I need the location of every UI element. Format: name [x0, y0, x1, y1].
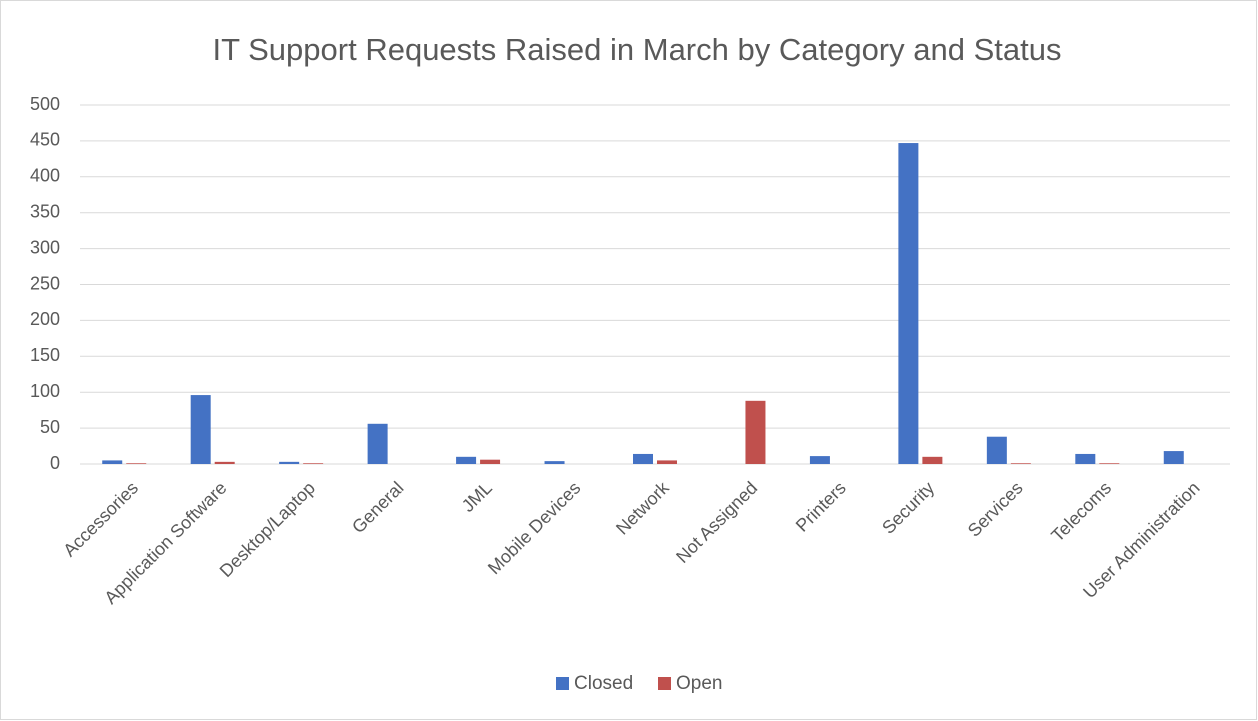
bar [1163, 451, 1184, 464]
bar [633, 453, 653, 464]
chart-title: IT Support Requests Raised in March by C… [213, 32, 1062, 67]
legend-label: Closed [574, 673, 633, 694]
bar [898, 143, 919, 464]
y-tick-label: 50 [40, 417, 60, 437]
legend-label: Open [676, 673, 722, 694]
bar [456, 456, 477, 464]
bar [809, 456, 830, 464]
y-tick-label: 400 [30, 166, 60, 186]
bar [279, 461, 300, 464]
bar [480, 459, 501, 464]
bar [1010, 463, 1031, 464]
bar [190, 395, 211, 464]
y-tick-label: 250 [30, 273, 60, 293]
y-tick-label: 500 [30, 94, 60, 114]
bar [126, 463, 147, 464]
bar [544, 461, 565, 464]
y-tick-label: 150 [30, 345, 60, 365]
legend-swatch [556, 677, 569, 690]
bar [1099, 463, 1120, 464]
bar [303, 463, 324, 464]
legend-swatch [658, 677, 671, 690]
y-tick-label: 0 [50, 453, 60, 473]
bar [367, 423, 388, 464]
y-tick-label: 300 [30, 237, 60, 257]
bar [657, 460, 677, 464]
y-tick-label: 100 [30, 381, 60, 401]
y-tick-label: 450 [30, 130, 60, 150]
bar [214, 461, 235, 464]
bar [102, 460, 123, 464]
y-tick-label: 350 [30, 201, 60, 221]
bar [745, 400, 766, 464]
bar [1075, 453, 1096, 464]
y-tick-label: 200 [30, 309, 60, 329]
bar [986, 436, 1007, 464]
bar [922, 456, 943, 464]
